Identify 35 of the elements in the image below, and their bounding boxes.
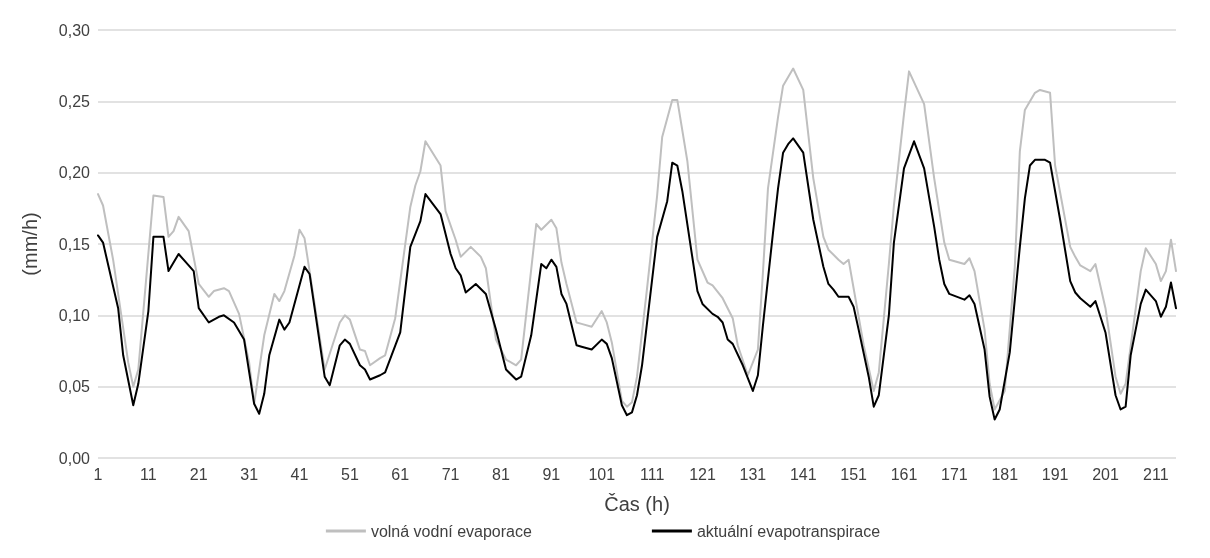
y-tick-label: 0,05 [58, 378, 91, 396]
x-tick-label: 101 [588, 465, 616, 483]
x-tick-label: 171 [941, 465, 968, 483]
y-axis-title: (mm/h) [19, 212, 41, 276]
x-tick-label: 121 [689, 465, 716, 483]
x-tick-label: 131 [739, 465, 767, 483]
x-tick-label: 1 [93, 465, 103, 483]
x-tick-label: 141 [789, 465, 817, 483]
legend-label: aktuální evapotranspirace [696, 522, 881, 540]
y-tick-label: 0,20 [58, 164, 91, 182]
x-tick-label: 181 [991, 465, 1019, 483]
x-tick-label: 111 [639, 465, 665, 483]
x-tick-label: 51 [340, 465, 359, 483]
line-series [97, 137, 1177, 421]
y-tick-label: 0,25 [58, 92, 91, 110]
y-tick-label: 0,00 [58, 449, 91, 467]
x-tick-label: 191 [1041, 465, 1069, 483]
y-tick-label: 0,30 [58, 21, 91, 39]
line-series [97, 67, 1177, 411]
x-tick-label: 71 [441, 465, 460, 483]
y-tick-label: 0,15 [58, 235, 91, 253]
x-tick-label: 61 [391, 465, 410, 483]
y-tick-label: 0,10 [58, 306, 91, 324]
x-tick-label: 151 [840, 465, 868, 483]
legend-label: volná vodní evaporace [370, 522, 532, 540]
x-tick-label: 31 [240, 465, 259, 483]
x-axis-title: Čas (h) [604, 493, 670, 515]
x-tick-label: 21 [189, 465, 208, 483]
x-tick-label: 201 [1092, 465, 1119, 483]
x-tick-label: 11 [140, 465, 157, 483]
x-tick-label: 211 [1143, 465, 1169, 483]
x-tick-label: 81 [492, 465, 510, 483]
x-tick-label: 41 [290, 465, 309, 483]
x-tick-label: 91 [542, 465, 561, 483]
x-tick-label: 161 [890, 465, 918, 483]
